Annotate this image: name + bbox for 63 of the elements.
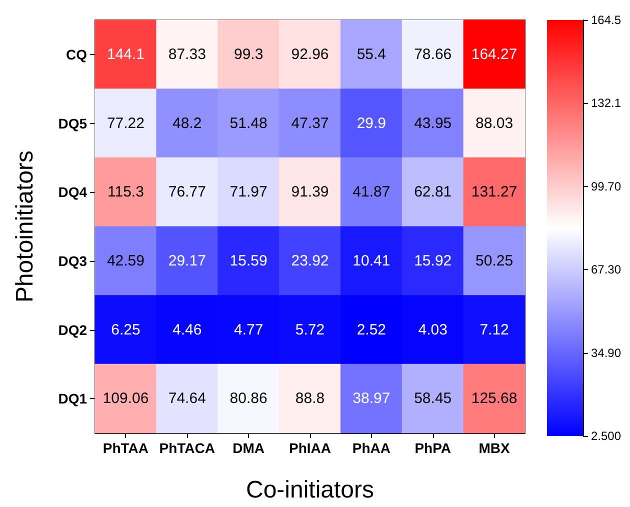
data-label: 23.92 bbox=[291, 252, 329, 270]
color-bar-label: 2.500 bbox=[591, 429, 622, 443]
x-tick-label: PhAA bbox=[352, 440, 390, 456]
data-label: 76.77 bbox=[168, 184, 206, 201]
data-label: 4.77 bbox=[234, 321, 264, 338]
y-tick-label: CQ bbox=[66, 46, 88, 62]
y-axis-title: Photoinitiators bbox=[12, 150, 38, 303]
x-axis-title: Co-initiators bbox=[246, 476, 374, 504]
color-bar-label: 34.90 bbox=[591, 346, 622, 360]
data-label: 6.25 bbox=[111, 321, 140, 338]
x-tick-label: MBX bbox=[478, 440, 510, 456]
data-label: 48.2 bbox=[172, 114, 202, 132]
y-tick-label: DQ1 bbox=[58, 390, 88, 407]
data-label: 50.25 bbox=[476, 252, 514, 270]
data-label: 125.68 bbox=[471, 390, 518, 408]
data-label: 41.87 bbox=[352, 184, 390, 201]
data-label: 131.27 bbox=[471, 184, 518, 201]
data-label: 47.37 bbox=[291, 114, 329, 132]
data-label: 55.4 bbox=[356, 46, 386, 63]
x-tick-label: PhTAA bbox=[102, 440, 149, 456]
data-label: 4.46 bbox=[172, 321, 202, 338]
data-label: 77.22 bbox=[106, 114, 144, 132]
x-tick-label: PhTACA bbox=[159, 440, 216, 456]
data-label: 71.97 bbox=[230, 184, 268, 201]
y-tick-label: DQ3 bbox=[58, 252, 88, 269]
data-label: 2.52 bbox=[356, 321, 386, 338]
data-label: 15.59 bbox=[230, 252, 268, 270]
data-label: 91.39 bbox=[291, 184, 329, 201]
data-label: 80.86 bbox=[230, 390, 268, 408]
data-label: 10.41 bbox=[352, 252, 390, 270]
data-label: 115.3 bbox=[107, 184, 144, 201]
y-tick-label: DQ4 bbox=[58, 184, 88, 200]
color-bar-label: 132.1 bbox=[591, 96, 622, 110]
data-label: 5.72 bbox=[295, 321, 325, 338]
data-label: 88.8 bbox=[295, 390, 325, 408]
x-tick-label: PhPA bbox=[414, 440, 452, 456]
y-tick-label: DQ2 bbox=[58, 322, 88, 338]
x-tick-label: DMA bbox=[232, 440, 265, 456]
data-label: 92.96 bbox=[291, 46, 329, 63]
data-label: 51.48 bbox=[230, 114, 268, 132]
data-label: 164.27 bbox=[471, 46, 518, 63]
color-bar-label: 99.70 bbox=[591, 179, 622, 194]
data-label: 74.64 bbox=[168, 390, 206, 408]
data-label: 88.03 bbox=[476, 114, 514, 132]
x-tick-label: PhIAA bbox=[289, 440, 331, 456]
data-label: 29.17 bbox=[168, 252, 206, 270]
color-bar-label: 67.30 bbox=[591, 262, 622, 277]
data-label: 99.3 bbox=[234, 46, 264, 63]
data-label: 109.06 bbox=[102, 390, 149, 408]
data-label: 7.12 bbox=[480, 321, 509, 338]
data-label: 78.66 bbox=[414, 46, 452, 63]
data-label: 29.9 bbox=[356, 114, 386, 132]
data-label: 87.33 bbox=[168, 46, 206, 63]
data-label: 62.81 bbox=[414, 184, 452, 201]
data-label: 38.97 bbox=[352, 390, 390, 408]
data-label: 144.1 bbox=[106, 46, 144, 63]
color-bar-label: 164.5 bbox=[591, 13, 622, 27]
y-tick-label: DQ5 bbox=[58, 115, 88, 132]
data-label: 4.03 bbox=[418, 321, 448, 338]
data-label: 58.45 bbox=[414, 390, 452, 408]
data-label: 15.92 bbox=[414, 252, 452, 270]
data-label: 43.95 bbox=[414, 114, 452, 132]
data-label: 42.59 bbox=[106, 252, 144, 270]
